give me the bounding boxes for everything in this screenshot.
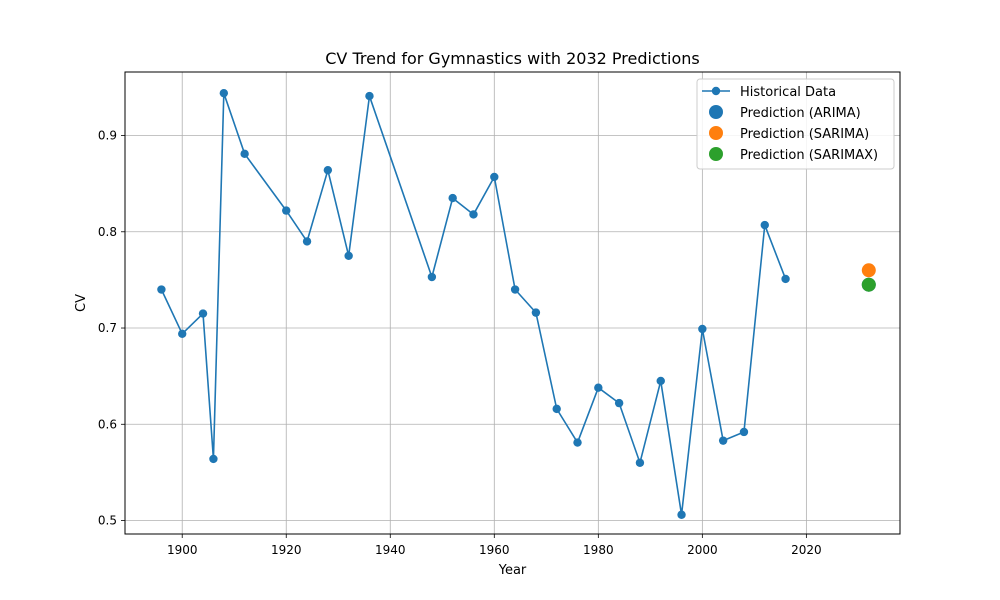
historical-data-point bbox=[594, 383, 603, 392]
y-tick-label: 0.5 bbox=[98, 514, 117, 528]
historical-data-point bbox=[510, 285, 520, 294]
historical-data-point bbox=[698, 324, 707, 334]
historical-data-point bbox=[573, 438, 582, 447]
historical-data-point bbox=[323, 165, 333, 175]
y-tick-label: 0.9 bbox=[98, 129, 117, 143]
plot-frame bbox=[124, 71, 901, 535]
historical-data-point bbox=[718, 436, 728, 445]
historical-data-point bbox=[656, 376, 665, 386]
y-tick-label: 0.7 bbox=[98, 321, 117, 335]
historical-data-point bbox=[739, 427, 749, 437]
historical-data-point bbox=[614, 398, 624, 408]
legend-marker-swatch bbox=[709, 126, 723, 140]
historical-data-point bbox=[552, 404, 561, 414]
series-3 bbox=[861, 277, 876, 292]
x-tick-label: 1960 bbox=[479, 543, 510, 557]
legend-box bbox=[696, 78, 895, 170]
historical-data-point bbox=[219, 88, 229, 98]
grid-lines bbox=[125, 72, 900, 534]
legend-label: Prediction (SARIMAX) bbox=[740, 148, 878, 163]
x-tick-label: 1980 bbox=[583, 543, 614, 557]
x-tick-label: 2000 bbox=[687, 543, 718, 557]
legend-marker-swatch bbox=[709, 105, 723, 119]
series-layer bbox=[157, 88, 876, 519]
legend: Historical Data Prediction (ARIMA) Predict… bbox=[696, 78, 895, 170]
historical-data-point bbox=[469, 210, 478, 219]
historical-data-point bbox=[302, 237, 312, 246]
historical-data-point bbox=[282, 206, 291, 215]
legend-label: Prediction (SARIMA) bbox=[740, 127, 869, 142]
y-tick-label: 0.6 bbox=[98, 417, 117, 431]
x-axis-label: Year bbox=[498, 563, 527, 578]
x-tick-label: 1900 bbox=[167, 543, 198, 557]
legend-marker-swatch bbox=[711, 86, 721, 96]
legend-label: Prediction (ARIMA) bbox=[740, 106, 861, 121]
y-axis-ticks: 0.5 0.6 0.7 0.8 0.9 bbox=[98, 129, 125, 528]
historical-data-point bbox=[635, 458, 645, 467]
x-tick-label: 2020 bbox=[791, 543, 822, 557]
y-tick-label: 0.8 bbox=[98, 225, 117, 239]
historical-data-point bbox=[781, 274, 790, 284]
x-tick-label: 1940 bbox=[375, 543, 406, 557]
historical-data-point bbox=[240, 149, 249, 159]
x-axis-ticks: 1900 1920 1940 1960 1980 2000 2020 bbox=[167, 534, 822, 557]
legend-entry: Prediction (ARIMA) bbox=[709, 105, 861, 121]
historical-data-point bbox=[760, 220, 769, 230]
historical-data-point bbox=[531, 308, 541, 317]
legend-entry: Prediction (SARIMAX) bbox=[709, 147, 878, 163]
historical-data-point bbox=[365, 91, 374, 101]
legend-marker-swatch bbox=[709, 147, 723, 161]
historical-data-point bbox=[209, 454, 218, 464]
legend-entry: Historical Data bbox=[702, 85, 836, 100]
historical-data-point bbox=[677, 510, 686, 519]
prediction-point bbox=[861, 277, 876, 292]
legend-entry: Prediction (SARIMA) bbox=[709, 126, 869, 142]
historical-data-point bbox=[178, 329, 187, 338]
x-tick-label: 1920 bbox=[271, 543, 302, 557]
prediction-point bbox=[861, 263, 876, 278]
y-axis-label: CV bbox=[74, 294, 89, 312]
historical-data-point bbox=[448, 193, 457, 203]
historical-data-point bbox=[198, 309, 208, 318]
legend-label: Historical Data bbox=[740, 85, 836, 100]
series-2 bbox=[861, 263, 876, 278]
historical-data-point bbox=[157, 285, 166, 294]
historical-data-point bbox=[427, 272, 437, 282]
series-0 bbox=[157, 88, 790, 519]
historical-data-point bbox=[344, 251, 353, 261]
historical-data-point bbox=[490, 172, 499, 182]
chart-title: CV Trend for Gymnastics with 2032 Predic… bbox=[325, 49, 700, 68]
